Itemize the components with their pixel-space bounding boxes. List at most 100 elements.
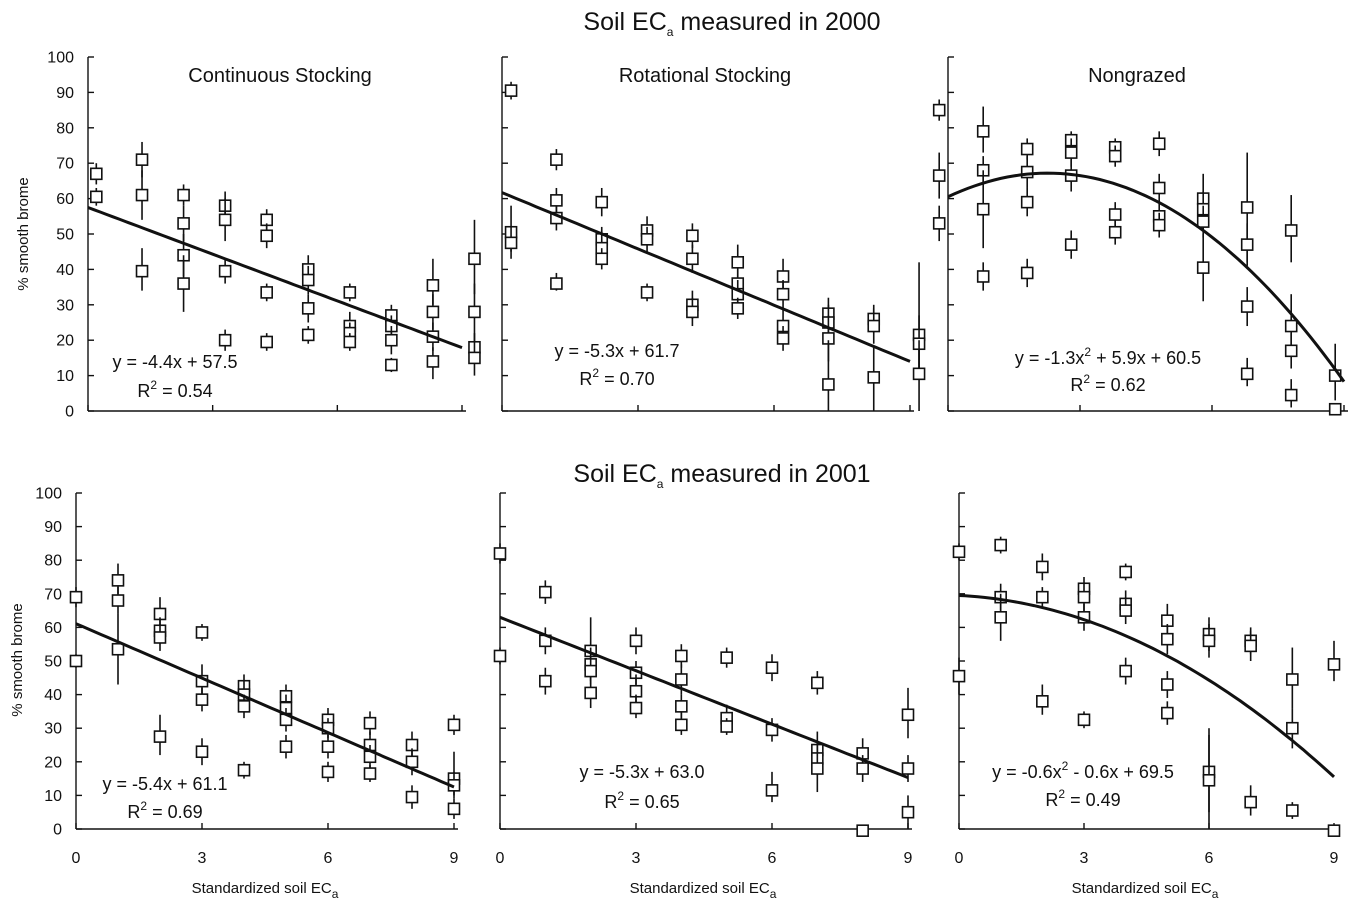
panel-2001-rotational-stocking: 0 3 6 9y = -5.3x + 63.0R2 = 0.65	[495, 493, 914, 867]
point-marker	[1022, 197, 1033, 208]
point-marker	[71, 592, 82, 603]
y-tick-label: 0	[53, 822, 62, 839]
data-point	[137, 248, 148, 290]
row-title-2000: Soil ECa measured in 2000	[583, 8, 880, 39]
point-marker	[220, 266, 231, 277]
point-marker	[1287, 805, 1298, 816]
y-tick-label: 60	[44, 620, 62, 637]
r-squared: R2 = 0.70	[579, 366, 654, 389]
x-tick-label: 3	[1080, 850, 1089, 867]
y-tick-label: 80	[44, 553, 62, 570]
y-tick-label: 80	[56, 120, 74, 137]
point-marker	[1110, 227, 1121, 238]
point-marker	[551, 154, 562, 165]
data-point	[631, 627, 642, 654]
point-marker	[1204, 775, 1215, 786]
point-marker	[1110, 151, 1121, 162]
data-point	[495, 648, 506, 665]
point-marker	[978, 126, 989, 137]
point-marker	[197, 746, 208, 757]
r-squared: R2 = 0.54	[137, 378, 212, 401]
point-marker	[1242, 301, 1253, 312]
panel-title: Rotational Stocking	[619, 65, 791, 87]
row-title-2000-rest: measured in 2000	[673, 8, 880, 36]
data-point	[857, 825, 868, 836]
data-point	[540, 627, 551, 654]
point-marker	[596, 253, 607, 264]
data-point	[767, 772, 778, 802]
data-point	[197, 688, 208, 712]
point-marker	[1079, 592, 1090, 603]
data-point	[1286, 379, 1297, 407]
x-axis-title-panel-6: Standardized soil ECa	[1072, 880, 1219, 901]
point-marker	[1286, 321, 1297, 332]
point-marker	[903, 763, 914, 774]
point-marker	[137, 154, 148, 165]
panel-2001-nongrazed: 0 3 6 9y = -0.6x2 - 0.6x + 69.5R2 = 0.49	[954, 493, 1340, 867]
data-point	[914, 340, 925, 411]
data-point	[1286, 195, 1297, 262]
panel-2000-rotational-stocking: Rotational Stocking y = -5.3x + 61.7 R2 = …	[502, 57, 925, 411]
point-marker	[239, 765, 250, 776]
data-point	[303, 326, 314, 344]
data-point	[551, 273, 562, 291]
point-marker	[303, 303, 314, 314]
point-marker	[323, 741, 334, 752]
point-marker	[642, 287, 653, 298]
data-point	[1198, 234, 1209, 301]
data-point	[978, 262, 989, 290]
x-tick-label: 9	[904, 850, 913, 867]
panel-2000-continuous-stocking: 0102030405060708090100Continuous Stockin…	[47, 50, 480, 421]
point-marker	[495, 650, 506, 661]
point-marker	[995, 540, 1006, 551]
point-marker	[1242, 239, 1253, 250]
point-marker	[178, 278, 189, 289]
r-squared: R2 = 0.69	[127, 799, 202, 822]
data-point	[407, 785, 418, 809]
panel-title: Nongrazed	[1088, 65, 1186, 87]
point-marker	[1110, 209, 1121, 220]
data-point	[1329, 641, 1340, 681]
fit-line	[76, 624, 454, 787]
panel-2000-nongrazed: Nongrazedy = -1.3x2 + 5.9x + 60.5R2 = 0.…	[934, 57, 1348, 415]
data-point	[721, 718, 732, 735]
point-marker	[596, 197, 607, 208]
y-tick-label: 10	[44, 788, 62, 805]
point-marker	[261, 230, 272, 241]
point-marker	[1066, 147, 1077, 158]
point-marker	[1198, 262, 1209, 273]
data-point	[585, 678, 596, 708]
point-marker	[857, 763, 868, 774]
point-marker	[220, 335, 231, 346]
data-point	[767, 654, 778, 681]
point-marker	[449, 803, 460, 814]
point-marker	[137, 190, 148, 201]
x-tick-label: 0	[72, 850, 81, 867]
y-tick-label: 10	[56, 368, 74, 385]
fit-equation: y = -0.6x2 - 0.6x + 69.5	[992, 759, 1174, 782]
data-point	[449, 799, 460, 819]
y-tick-label: 60	[56, 191, 74, 208]
point-marker	[823, 379, 834, 390]
data-point	[1242, 223, 1253, 265]
point-marker	[155, 632, 166, 643]
point-marker	[1037, 561, 1048, 572]
point-marker	[1022, 144, 1033, 155]
data-point	[261, 223, 272, 248]
x-tick-label: 0	[955, 850, 964, 867]
data-point	[1162, 701, 1173, 725]
point-marker	[1245, 797, 1256, 808]
data-point	[506, 82, 517, 100]
point-marker	[449, 719, 460, 730]
point-marker	[1245, 640, 1256, 651]
point-marker	[1330, 404, 1341, 415]
data-point	[676, 644, 687, 668]
data-point	[365, 765, 376, 782]
point-marker	[220, 214, 231, 225]
point-marker	[469, 253, 480, 264]
point-marker	[303, 329, 314, 340]
point-marker	[1162, 708, 1173, 719]
axes: 0369	[496, 493, 913, 867]
point-marker	[1286, 345, 1297, 356]
point-marker	[427, 306, 438, 317]
